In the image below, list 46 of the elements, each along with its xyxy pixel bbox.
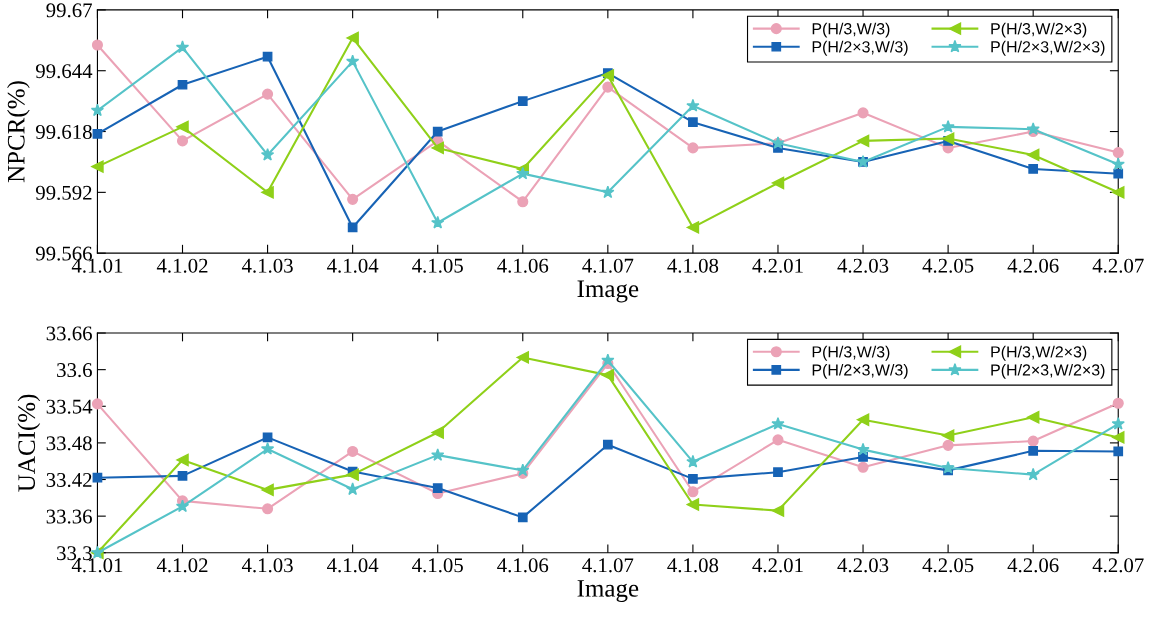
legend-label: P(H/3,W/2×3) [991,345,1087,361]
x-tick-label: 4.2.07 [1092,258,1144,273]
x-tick-label: 4.1.05 [412,258,463,273]
x-tick-label: 4.1.04 [327,258,379,273]
y-tick-label: 33.66 [46,326,92,341]
x-tick-label: 4.1.03 [241,258,293,273]
y-axis-title: NPCR(%) [7,81,30,183]
x-tick-label: 4.2.03 [837,258,889,273]
legend-label: P(H/3,W/3) [812,22,890,38]
x-tick-label: 4.1.08 [667,558,719,573]
x-tick-label: 4.2.03 [837,558,889,573]
y-tick-label: 99.644 [35,64,93,79]
x-tick-label: 4.2.07 [1092,558,1144,573]
legend-label: P(H/2×3,W/2×3) [991,40,1105,56]
x-tick-label: 4.1.03 [241,558,293,573]
y-tick-label: 33.42 [46,472,92,488]
x-tick-label: 4.1.07 [582,558,634,573]
y-tick-label: 99.592 [35,185,92,200]
x-tick-label: 4.2.06 [1007,558,1059,573]
x-tick-label: 4.1.04 [327,558,379,573]
x-tick-label: 4.2.05 [922,258,974,273]
y-tick-label: 33.6 [57,363,92,378]
x-axis-title: Image [577,580,639,602]
x-tick-label: 4.1.06 [497,258,549,273]
x-tick-label: 4.1.05 [412,558,463,573]
x-tick-label: 4.2.01 [752,258,803,273]
x-tick-label: 4.1.02 [156,558,208,573]
y-axis-title: UACI(%) [17,394,41,492]
x-tick-label: 4.1.07 [582,258,634,273]
y-tick-label: 33.36 [46,509,92,524]
x-axis-title: Image [577,280,639,303]
x-tick-label: 4.2.06 [1007,258,1059,273]
x-tick-label: 4.1.02 [156,258,208,273]
legend-label: P(H/2×3,W/3) [812,40,908,56]
y-tick-label: 99.618 [35,124,92,140]
x-tick-label: 4.1.06 [497,558,549,573]
legend-label: P(H/2×3,W/2×3) [991,363,1105,379]
x-tick-label: 4.2.05 [922,558,974,573]
y-tick-label: 99.67 [46,3,92,18]
legend-label: P(H/3,W/2×3) [991,22,1087,38]
y-tick-label: 33.54 [46,399,93,414]
y-tick-label: 33.48 [46,436,92,451]
legend-label: P(H/3,W/3) [812,345,890,361]
x-tick-label: 4.1.08 [667,258,719,273]
legend-label: P(H/2×3,W/3) [812,363,908,379]
x-tick-label: 4.2.01 [752,558,803,573]
